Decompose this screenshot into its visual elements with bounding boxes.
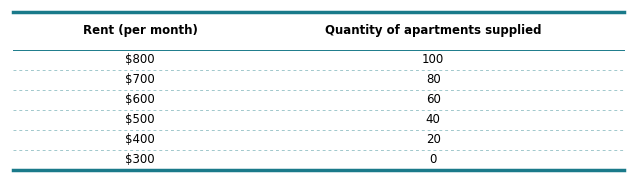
Text: 100: 100 <box>422 53 444 66</box>
Text: $400: $400 <box>125 133 155 146</box>
Text: 60: 60 <box>426 93 441 106</box>
Text: 0: 0 <box>429 153 437 166</box>
Text: Rent (per month): Rent (per month) <box>83 24 197 38</box>
Text: 80: 80 <box>426 73 441 86</box>
Text: $600: $600 <box>125 93 155 106</box>
Text: 20: 20 <box>426 133 441 146</box>
Text: $700: $700 <box>125 73 155 86</box>
Text: $500: $500 <box>125 113 155 126</box>
Text: $800: $800 <box>125 53 155 66</box>
Text: $300: $300 <box>125 153 155 166</box>
Text: Quantity of apartments supplied: Quantity of apartments supplied <box>325 24 541 38</box>
Text: 40: 40 <box>426 113 441 126</box>
